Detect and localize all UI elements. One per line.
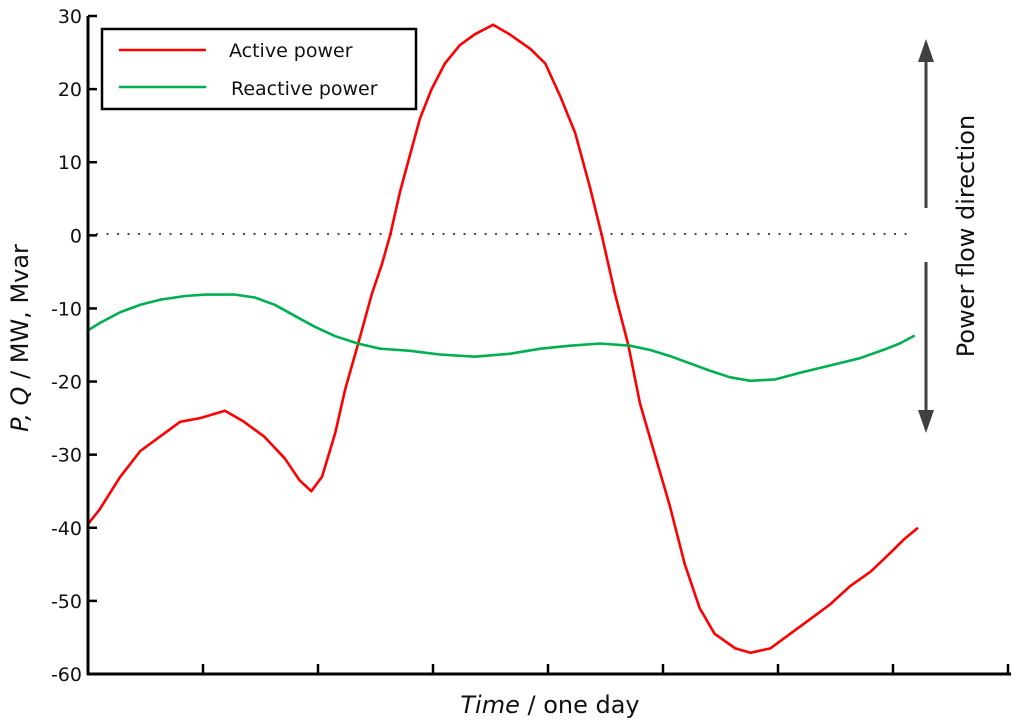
- reactive-power-line: [87, 293, 916, 383]
- legend-label-active: Active power: [229, 40, 353, 62]
- active-power-line: [86, 23, 919, 655]
- power-flow-annotation: Power flow direction: [918, 39, 980, 433]
- y-tick-label: 30: [58, 6, 82, 28]
- power-flow-label: Power flow direction: [952, 115, 980, 357]
- y-tick-label: 0: [70, 225, 82, 247]
- y-tick-label: 20: [58, 79, 82, 101]
- y-axis: 30 20 10 0 -10 -20 -30 -40 -50 -60: [51, 6, 97, 686]
- arrow-up-icon: [918, 39, 934, 62]
- y-tick-label: -40: [51, 518, 82, 540]
- x-axis-title: Time / one day: [460, 691, 639, 719]
- y-axis-title: P, Q / MW, Mvar: [6, 244, 34, 432]
- x-axis: [87, 664, 1011, 676]
- y-tick-label: 10: [58, 152, 82, 174]
- y-tick-label: -30: [51, 445, 82, 467]
- arrow-down-icon: [918, 410, 934, 433]
- legend-label-reactive: Reactive power: [231, 78, 378, 100]
- y-tick-label: -10: [51, 298, 82, 320]
- legend: Active power Reactive power: [100, 27, 418, 111]
- y-tick-label: -20: [51, 372, 82, 394]
- y-tick-label: -60: [51, 664, 82, 686]
- y-tick-label: -50: [51, 591, 82, 613]
